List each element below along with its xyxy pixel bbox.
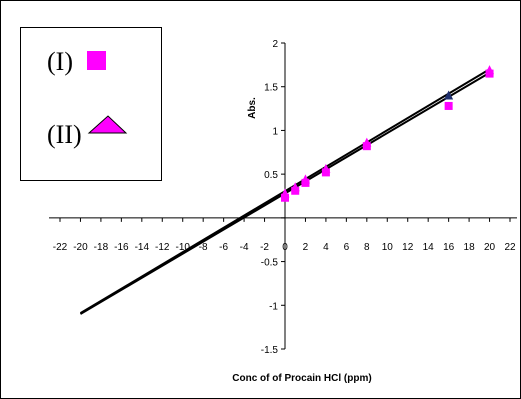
x-tick-label: 16 (443, 242, 455, 253)
y-ticks: -1.5 -1 -0.5 0.5 1 1.5 2 (261, 39, 285, 356)
y-tick-label: 1.5 (264, 83, 278, 94)
x-tick-label: 0 (282, 242, 288, 253)
x-tick-label: -22 (53, 242, 68, 253)
x-tick-label: -10 (176, 242, 191, 253)
legend: (I) (II) (20, 27, 162, 181)
data-point-square (281, 193, 289, 202)
y-tick-label: 0.5 (264, 170, 278, 181)
legend-label-series-1: (I) (47, 47, 73, 76)
data-point-triangle (444, 90, 454, 100)
y-tick-label: -1 (269, 301, 278, 312)
x-tick-label: 10 (382, 242, 394, 253)
x-ticks: -22 -20 -18 -16 -14 -12 -10 -8 -6 -4 -2 0 2 4 6 8 10 12 14… (53, 217, 516, 253)
data-point-square (321, 168, 330, 177)
x-tick-label: -6 (219, 242, 228, 253)
x-tick-label: -18 (94, 242, 109, 253)
x-tick-label: -8 (199, 242, 208, 253)
x-tick-label: 4 (323, 242, 329, 253)
x-tick-label: -14 (135, 242, 150, 253)
x-tick-label: 6 (344, 242, 350, 253)
y-axis-title: Abs. (247, 97, 258, 119)
legend-triangle-marker (87, 115, 128, 134)
legend-label-series-2: (II) (47, 120, 82, 149)
legend-box (20, 27, 162, 181)
x-tick-label: -2 (260, 242, 269, 253)
data-point-square (301, 178, 310, 187)
x-tick-label: 20 (484, 242, 496, 253)
data-point-square (362, 142, 371, 151)
x-tick-label: 12 (402, 242, 414, 253)
y-tick-label: -1.5 (261, 345, 279, 356)
x-tick-label: -20 (73, 242, 88, 253)
data-point-square (485, 69, 494, 78)
data-point-square (444, 101, 453, 110)
x-tick-label: 18 (464, 242, 476, 253)
x-tick-label: -16 (114, 242, 129, 253)
x-tick-label: -4 (240, 242, 249, 253)
x-tick-label: 14 (423, 242, 435, 253)
y-tick-label: 2 (272, 39, 278, 50)
y-tick-label: -0.5 (261, 258, 279, 269)
x-axis-title: Conc of of Procain HCl (ppm) (232, 373, 371, 384)
data-point-square (291, 186, 300, 195)
x-tick-label: 2 (303, 242, 309, 253)
x-tick-label: 8 (364, 242, 370, 253)
legend-square-marker (87, 51, 106, 70)
x-tick-label: 22 (504, 242, 516, 253)
x-tick-label: -12 (155, 242, 170, 253)
y-tick-label: 1 (272, 126, 278, 137)
data-markers (280, 65, 495, 202)
